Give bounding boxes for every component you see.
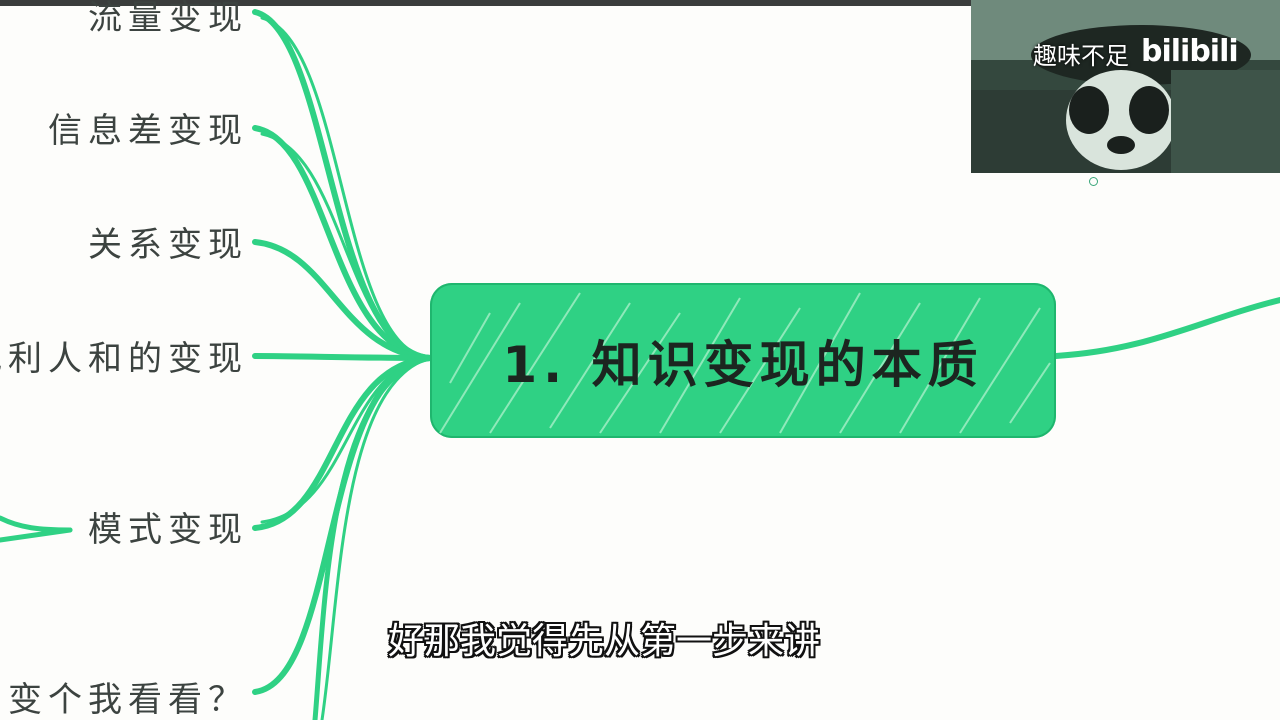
top-bar — [0, 0, 1280, 6]
central-topic-node[interactable]: 1. 知识变现的本质 — [430, 283, 1056, 438]
video-subtitle: 好那我觉得先从第一步来讲 — [388, 621, 821, 662]
connector-location — [252, 353, 433, 361]
connector-flow-2 — [260, 16, 432, 360]
connector-model-2 — [260, 356, 432, 524]
connector-model — [252, 355, 433, 531]
branch-location-monetization[interactable]: 地利人和的变现 — [0, 339, 248, 379]
webcam-caption: 趣味不足 — [1033, 42, 1129, 70]
connector-relation — [252, 239, 433, 361]
cursor-icon — [1089, 177, 1098, 186]
branch-relationship-monetization[interactable]: 关系变现 — [88, 225, 248, 265]
arrow-head — [0, 527, 73, 543]
connector-info-2 — [260, 132, 432, 360]
branch-model-monetization[interactable]: 模式变现 — [88, 510, 248, 550]
webcam-overlay[interactable]: 趣味不足 bilibili — [971, 0, 1280, 173]
branch-info-gap-monetization[interactable]: 信息差变现 — [48, 111, 248, 151]
connector-right — [1053, 297, 1280, 359]
branch-traffic-monetization[interactable]: 流量变现 — [88, 0, 248, 38]
bilibili-logo: bilibili — [1141, 34, 1239, 69]
connector-bottom — [312, 355, 433, 720]
webcam-feed — [971, 0, 1280, 173]
central-topic-title: 1. 知识变现的本质 — [502, 335, 984, 394]
hatch-texture — [439, 292, 1051, 434]
branch-show-me[interactable]: 变个我看看？ — [8, 680, 248, 720]
connector-bottom-2 — [320, 356, 432, 720]
connector-model-left — [0, 515, 73, 533]
